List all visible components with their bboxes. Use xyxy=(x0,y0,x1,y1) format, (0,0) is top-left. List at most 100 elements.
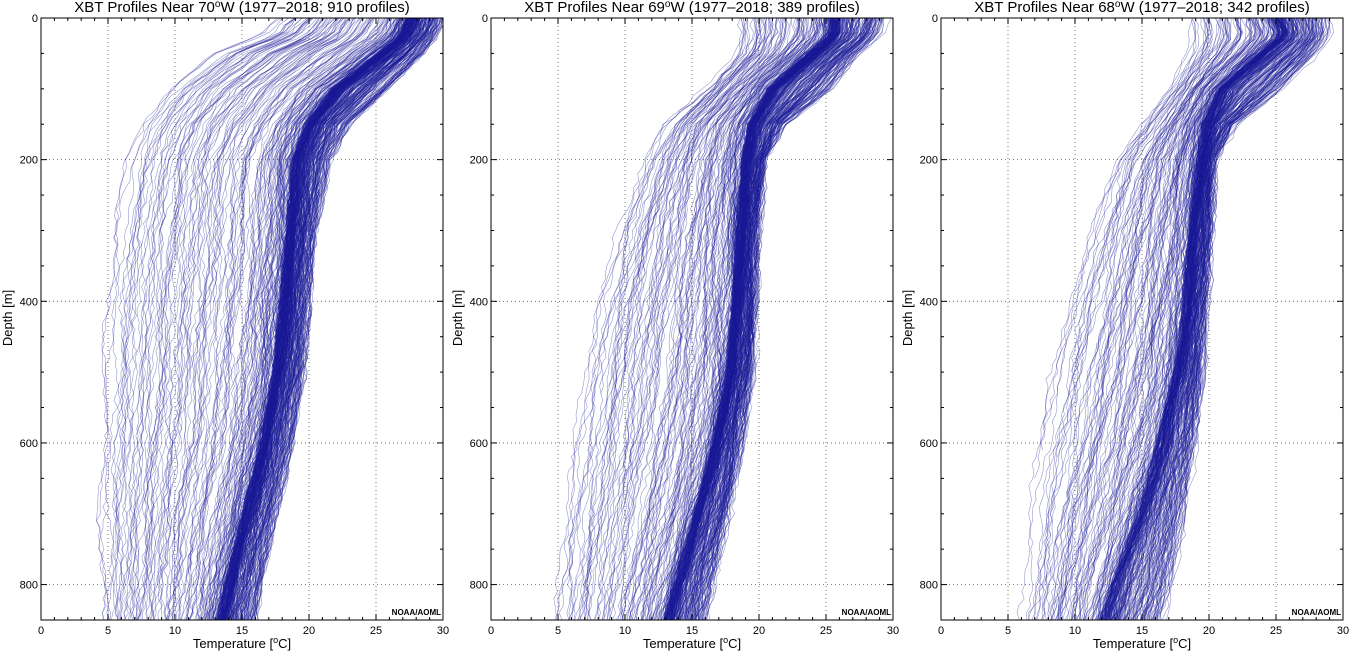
profile-line xyxy=(1106,18,1289,620)
profile-line xyxy=(674,18,850,620)
profile-line xyxy=(624,18,783,521)
profile-line xyxy=(654,18,827,620)
profile-line xyxy=(220,18,412,620)
profile-line xyxy=(1110,18,1290,620)
profile-line xyxy=(1152,18,1332,620)
profile-line xyxy=(225,18,419,620)
profile-line xyxy=(253,18,437,620)
profile-line xyxy=(221,18,407,620)
profile-line xyxy=(693,18,869,620)
profile-line xyxy=(1102,18,1288,620)
profile-line xyxy=(1143,18,1315,620)
profile-line xyxy=(663,18,837,620)
profile-line xyxy=(1113,18,1291,620)
profile-line xyxy=(1143,18,1321,620)
profile-line xyxy=(683,18,850,620)
profile-line xyxy=(226,18,419,620)
profile-line xyxy=(239,18,433,620)
profile-line xyxy=(222,18,408,620)
profile-line xyxy=(584,18,763,620)
profile-line xyxy=(1154,18,1290,486)
profile-line xyxy=(666,18,841,620)
profile-line xyxy=(165,18,350,620)
profile-line xyxy=(235,18,430,620)
profile-line xyxy=(195,18,388,620)
profile-line xyxy=(218,18,409,620)
profile-line xyxy=(248,18,442,620)
profile-line xyxy=(222,18,410,620)
profile-line xyxy=(1144,18,1318,620)
profile-line xyxy=(247,18,430,620)
profile-line xyxy=(1110,18,1257,500)
profile-line xyxy=(1073,18,1257,620)
profile-line xyxy=(669,18,833,620)
profile-line xyxy=(1150,18,1316,620)
profile-line xyxy=(678,18,843,620)
profile-line xyxy=(220,18,412,620)
profile-line xyxy=(154,18,333,620)
profile-line xyxy=(619,18,800,620)
profile-line xyxy=(236,18,421,620)
profile-line xyxy=(220,18,410,620)
profile-line xyxy=(274,18,407,401)
profile-line xyxy=(686,18,859,620)
profile-line xyxy=(1146,18,1323,620)
y-tick-label: 600 xyxy=(20,438,38,450)
profile-line xyxy=(227,18,423,620)
profile-line xyxy=(1101,18,1286,620)
profile-line xyxy=(226,18,415,620)
profile-line xyxy=(1151,18,1329,620)
profile-line xyxy=(202,18,394,620)
profile-line xyxy=(690,18,869,620)
profile-line xyxy=(727,18,837,394)
profile-line xyxy=(634,18,807,620)
profile-line xyxy=(221,18,407,620)
profile-line xyxy=(225,18,409,620)
chart-title: XBT Profiles Near 68oW (1977–2018; 342 p… xyxy=(974,0,1309,16)
profile-line xyxy=(703,18,880,620)
profile-line xyxy=(171,18,350,620)
profile-line xyxy=(1098,18,1281,620)
profile-line xyxy=(133,18,314,620)
profile-line xyxy=(1069,18,1250,620)
profile-line xyxy=(609,18,790,620)
profile-line xyxy=(568,18,749,620)
profile-line xyxy=(728,18,845,415)
y-tick-label: 0 xyxy=(32,13,38,25)
profile-line xyxy=(220,18,403,620)
profile-line xyxy=(189,18,371,620)
profile-line xyxy=(567,18,749,620)
profile-lines xyxy=(553,18,892,620)
profile-line xyxy=(215,18,413,620)
profile-line xyxy=(1090,18,1272,620)
profile-line xyxy=(221,18,409,620)
profile-line xyxy=(204,18,393,620)
profile-line xyxy=(1125,18,1301,620)
profile-line xyxy=(1101,18,1275,620)
profile-line xyxy=(286,18,425,373)
profile-line xyxy=(218,18,413,620)
profile-line xyxy=(1146,18,1275,422)
profile-line xyxy=(679,18,853,620)
profile-line xyxy=(1110,18,1280,620)
profile-line xyxy=(579,18,758,620)
profile-line xyxy=(218,18,408,620)
profile-line xyxy=(141,18,328,564)
profile-line xyxy=(119,18,303,620)
profile-line xyxy=(210,18,397,620)
profile-line xyxy=(1101,18,1285,620)
profile-line xyxy=(225,18,410,620)
profile-line xyxy=(671,18,833,620)
profile-line xyxy=(241,18,424,620)
profile-line xyxy=(1118,18,1298,620)
profile-line xyxy=(185,18,370,620)
x-tick-label: 5 xyxy=(555,625,561,637)
profile-line xyxy=(731,18,848,429)
profile-line xyxy=(258,18,416,486)
profile-line xyxy=(1116,18,1288,620)
profile-line xyxy=(1134,18,1304,620)
profile-line xyxy=(676,18,840,620)
profile-line xyxy=(1180,18,1299,422)
profile-line xyxy=(666,18,838,620)
profile-line xyxy=(145,18,338,620)
